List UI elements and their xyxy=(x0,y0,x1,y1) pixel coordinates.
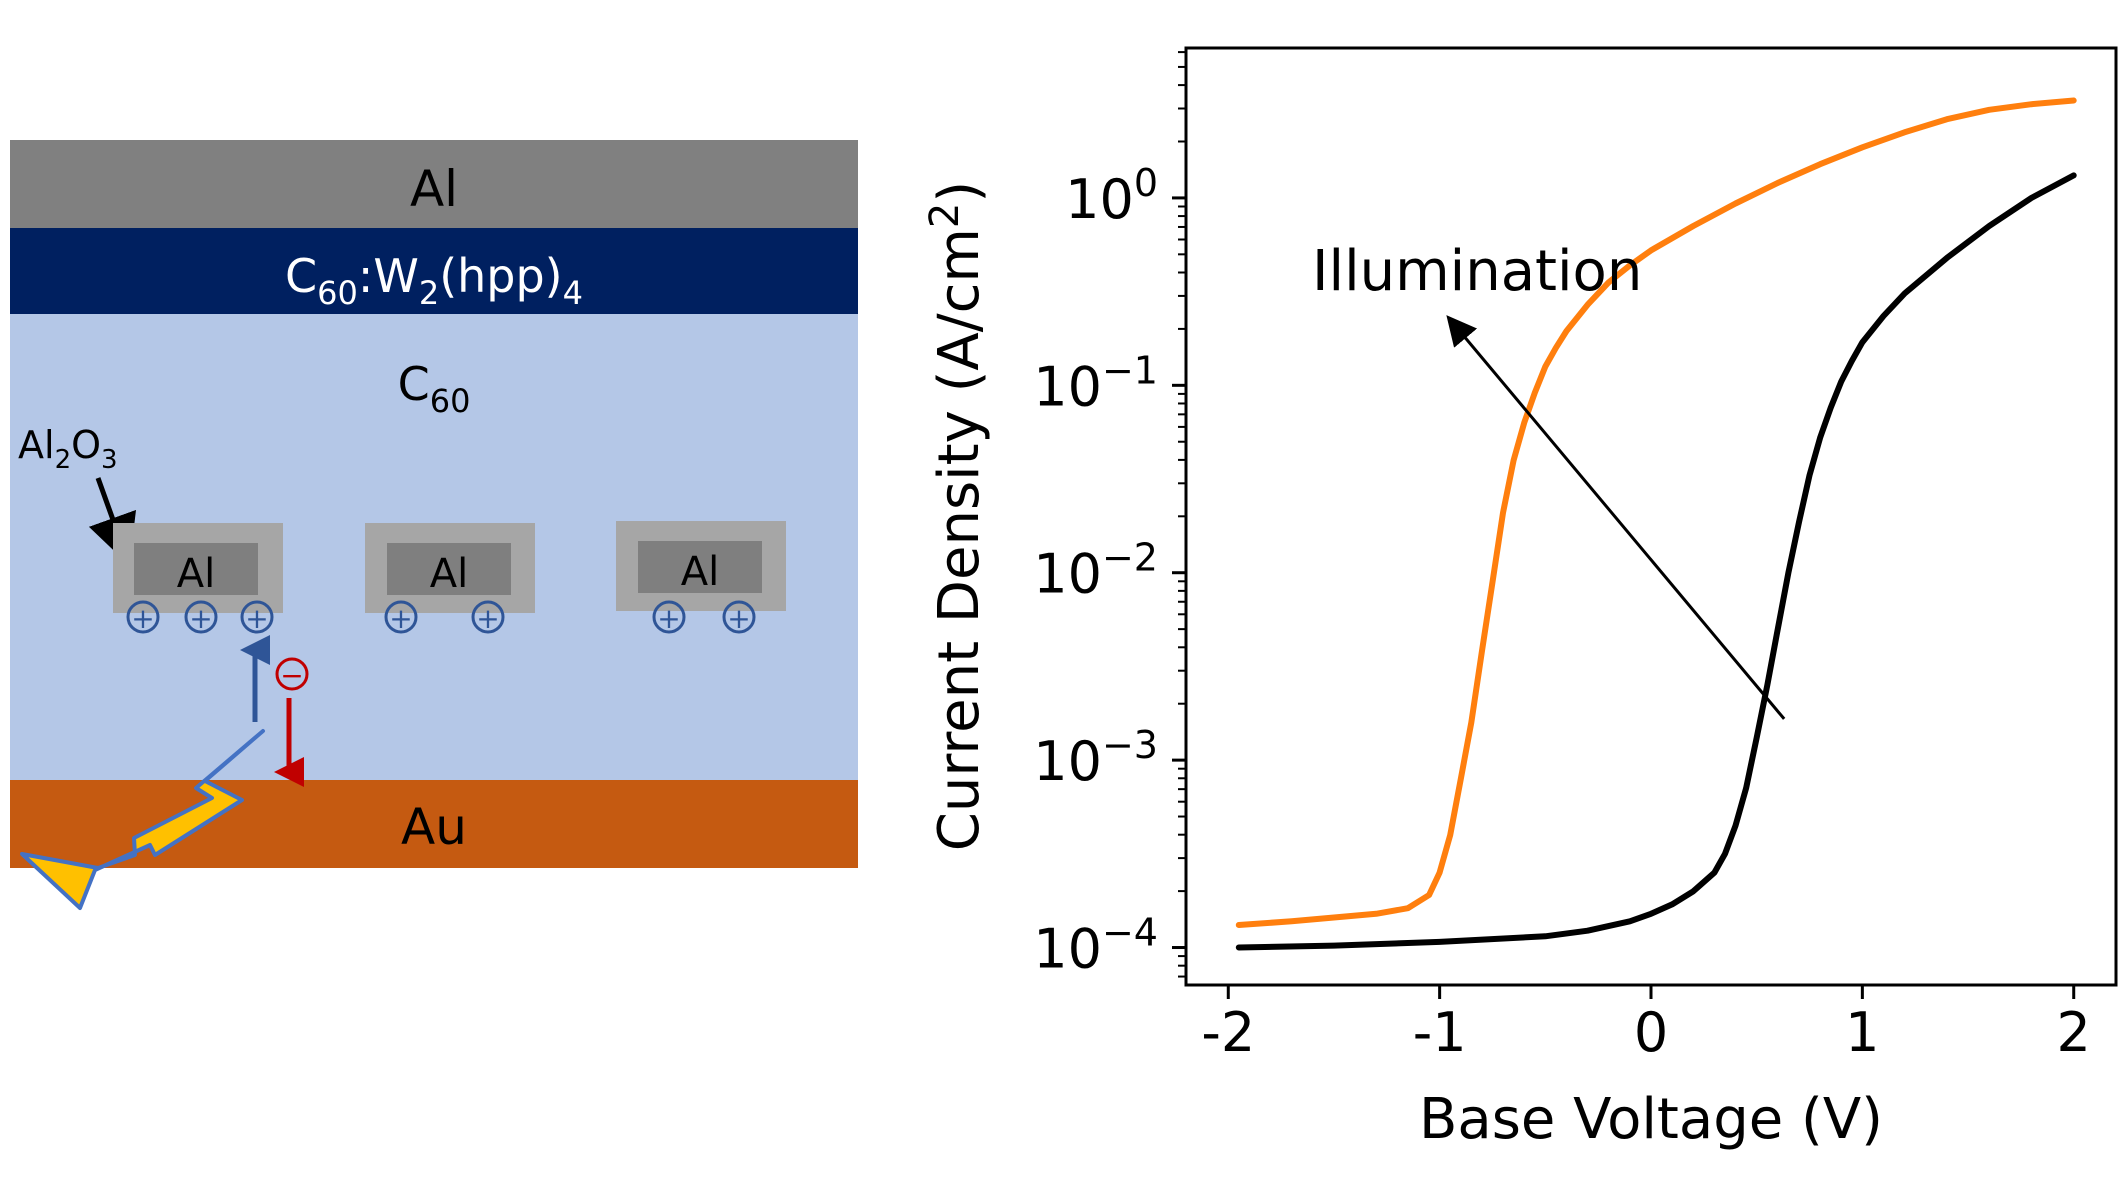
svg-text:+: + xyxy=(389,602,412,635)
series-line-1 xyxy=(1235,97,2077,928)
hole-symbol: + xyxy=(184,600,218,635)
grid-al-core xyxy=(134,543,258,595)
trapped-holes: + + + + + + + xyxy=(126,600,756,635)
svg-text:+: + xyxy=(476,602,499,635)
electron-symbol: − xyxy=(275,657,309,692)
svg-text:+: + xyxy=(727,602,750,635)
y-tick-label: 10−1 xyxy=(1033,348,1158,418)
svg-text:+: + xyxy=(189,602,212,635)
device-diagram: Al C60:W2(hpp)4 C60 Au Al2O3 Al Al xyxy=(10,140,858,910)
x-tick-label: -1 xyxy=(1413,1001,1467,1064)
y-tick-label: 10−4 xyxy=(1033,911,1158,981)
svg-text:−: − xyxy=(280,659,303,692)
grid-island-3: Al xyxy=(616,521,786,611)
grid-island-2: Al xyxy=(365,523,535,613)
grid-al-core xyxy=(387,543,511,595)
y-tick-label: 100 xyxy=(1065,161,1158,231)
light-flash-icon xyxy=(20,729,265,910)
hole-symbol: + xyxy=(722,600,756,635)
y-axis-label: Current Density (A/cm2) xyxy=(922,181,992,852)
x-tick-label: 0 xyxy=(1634,1001,1668,1064)
grid-island-1: Al xyxy=(113,523,283,613)
svg-text:+: + xyxy=(245,602,268,635)
x-axis: -2 -1 0 1 2 xyxy=(1201,985,2091,1064)
illumination-arrow xyxy=(1446,315,1786,720)
x-tick-label: -2 xyxy=(1201,1001,1255,1064)
x-axis-label: Base Voltage (V) xyxy=(1419,1087,1883,1152)
series-line-2 xyxy=(1235,172,2077,951)
plot-area-frame xyxy=(1184,46,2118,987)
y-tick-label: 10−2 xyxy=(1033,536,1158,606)
x-tick-label: 2 xyxy=(2057,1001,2091,1064)
hole-symbol: + xyxy=(652,600,686,635)
grid-al-label: Al xyxy=(681,549,719,595)
hole-symbol: + xyxy=(240,600,274,635)
layer-al-top-label: Al xyxy=(410,160,458,218)
series-layer xyxy=(1235,97,2077,951)
y-axis: 100 10−1 10−2 10−3 10−4 xyxy=(1033,51,1186,981)
svg-text:+: + xyxy=(657,602,680,635)
layer-dopant-label: C60:W2(hpp)4 xyxy=(285,249,583,312)
grid-al-label: Al xyxy=(430,551,468,597)
grid-al-label: Al xyxy=(177,551,215,597)
layer-dopant xyxy=(10,228,858,314)
hole-symbol: + xyxy=(126,600,160,635)
x-tick-label: 1 xyxy=(1845,1001,1879,1064)
svg-text:+: + xyxy=(131,602,154,635)
illumination-annotation: Illumination xyxy=(1312,239,1642,304)
grid-al-core xyxy=(638,541,762,593)
layer-al-top xyxy=(10,140,858,228)
hole-symbol: + xyxy=(384,600,418,635)
layer-au-bottom xyxy=(10,780,858,868)
y-tick-label: 10−3 xyxy=(1033,723,1158,793)
oxide-label: Al2O3 xyxy=(18,423,118,475)
layer-au-label: Au xyxy=(401,798,467,856)
layer-c60-label: C60 xyxy=(398,357,471,420)
hole-symbol: + xyxy=(471,600,505,635)
jv-chart: -2 -1 0 1 2 100 10−1 10−2 10−3 10−4 Base Voltage… xyxy=(922,46,2118,1152)
